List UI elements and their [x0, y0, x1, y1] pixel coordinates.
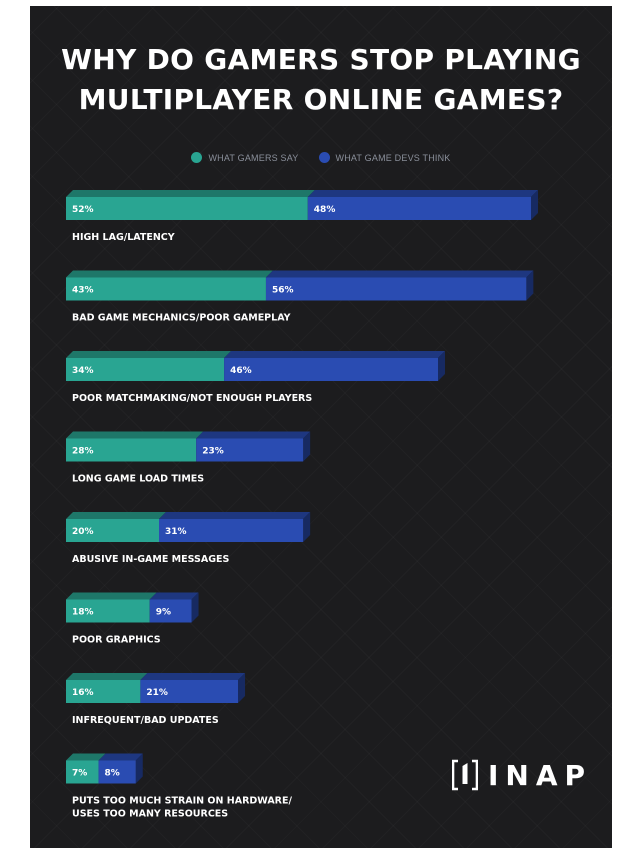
category-label: HIGH LAG/LATENCY	[72, 232, 175, 243]
bar-devs	[159, 519, 304, 542]
value-label-devs: 48%	[314, 205, 336, 215]
bar-side-devs	[526, 270, 534, 301]
value-label-devs: 31%	[165, 527, 187, 537]
bar-top-devs	[196, 431, 311, 439]
bar-top-devs	[140, 673, 246, 680]
legend-label-devs: WHAT GAME DEVS THINK	[335, 152, 451, 163]
value-label-gamers: 20%	[72, 527, 94, 537]
bar-gamers	[66, 599, 150, 623]
bar-devs	[307, 197, 531, 220]
bar-devs	[196, 438, 304, 462]
bar-gamers	[66, 197, 308, 220]
legend-swatch-gamers	[191, 152, 203, 163]
bar-devs	[224, 358, 438, 381]
chart-legend: WHAT GAMERS SAY WHAT GAME DEVS THINK	[30, 152, 612, 163]
bar-top-gamers	[66, 351, 232, 358]
bar-top-gamers	[66, 512, 166, 519]
value-label-devs: 23%	[202, 447, 224, 457]
bar-devs	[149, 599, 192, 623]
value-label-gamers: 52%	[72, 205, 94, 215]
bar-side-devs	[531, 190, 538, 220]
chart-plot: 52% 48% HIGH LAG/LATENCY 43% 56% BAD GAME MEC…	[66, 190, 538, 820]
value-label-gamers: 18%	[72, 608, 94, 618]
bar-side-devs	[438, 351, 445, 381]
chart-title: WHY DO GAMERS STOP PLAYING MULTIPLAYER O…	[30, 40, 612, 120]
bar-top-gamers	[66, 431, 204, 439]
category-label: POOR GRAPHICS	[72, 635, 161, 646]
value-label-gamers: 43%	[72, 286, 94, 296]
chart-title-line-1: WHY DO GAMERS STOP PLAYING	[61, 43, 581, 76]
category-label: POOR MATCHMAKING/NOT ENOUGH PLAYERS	[72, 393, 312, 404]
value-label-gamers: 7%	[72, 769, 87, 779]
bar-top-gamers	[66, 753, 106, 761]
value-label-gamers: 28%	[72, 447, 94, 457]
bar-top-gamers	[66, 592, 157, 600]
bar-top-gamers	[66, 270, 273, 278]
bar-side-devs	[191, 592, 199, 623]
bar-top-devs	[159, 512, 311, 519]
bar-side-devs	[135, 753, 143, 784]
bar-gamers	[66, 358, 225, 381]
bar-gamers	[66, 277, 266, 301]
bar-side-devs	[303, 512, 311, 542]
legend-label-gamers: WHAT GAMERS SAY	[208, 152, 299, 163]
bar-top-gamers	[66, 190, 315, 197]
category-label: BAD GAME MECHANICS/POOR GAMEPLAY	[72, 313, 291, 324]
chart-title-line-2: MULTIPLAYER ONLINE GAMES?	[78, 83, 564, 116]
bar-top-devs	[265, 270, 534, 278]
value-label-devs: 56%	[272, 286, 294, 296]
inap-logo: INAP	[452, 758, 592, 792]
bar-gamers	[66, 438, 197, 462]
legend-item-devs: WHAT GAME DEVS THINK	[318, 152, 451, 163]
value-label-devs: 8%	[105, 769, 120, 779]
bar-top-gamers	[66, 673, 148, 680]
bar-top-devs	[98, 753, 143, 761]
bar-devs	[265, 277, 527, 301]
value-label-devs: 21%	[146, 688, 168, 698]
value-label-gamers: 16%	[72, 688, 94, 698]
infographic-poster: WHY DO GAMERS STOP PLAYING MULTIPLAYER O…	[30, 6, 612, 848]
category-label: PUTS TOO MUCH STRAIN ON HARDWARE/USES TO…	[72, 796, 292, 820]
category-label: INFREQUENT/BAD UPDATES	[72, 715, 219, 726]
category-label: LONG GAME LOAD TIMES	[72, 474, 204, 485]
bar-gamers	[66, 760, 99, 784]
bar-devs	[140, 680, 239, 703]
value-label-devs: 9%	[156, 608, 171, 618]
legend-item-gamers: WHAT GAMERS SAY	[191, 152, 298, 163]
bar-side-devs	[303, 431, 311, 462]
category-label: ABUSIVE IN-GAME MESSAGES	[72, 554, 230, 565]
inap-logo-icon	[452, 759, 478, 791]
legend-swatch-devs	[318, 152, 330, 163]
bar-side-devs	[238, 673, 246, 703]
bar-gamers	[66, 519, 159, 542]
bar-top-devs	[224, 351, 445, 358]
bar-gamers	[66, 680, 141, 703]
bar-top-devs	[149, 592, 199, 600]
inap-logo-text: INAP	[488, 758, 593, 792]
value-label-gamers: 34%	[72, 366, 94, 376]
bar-devs	[98, 760, 136, 784]
bar-top-devs	[307, 190, 538, 197]
value-label-devs: 46%	[230, 366, 252, 376]
